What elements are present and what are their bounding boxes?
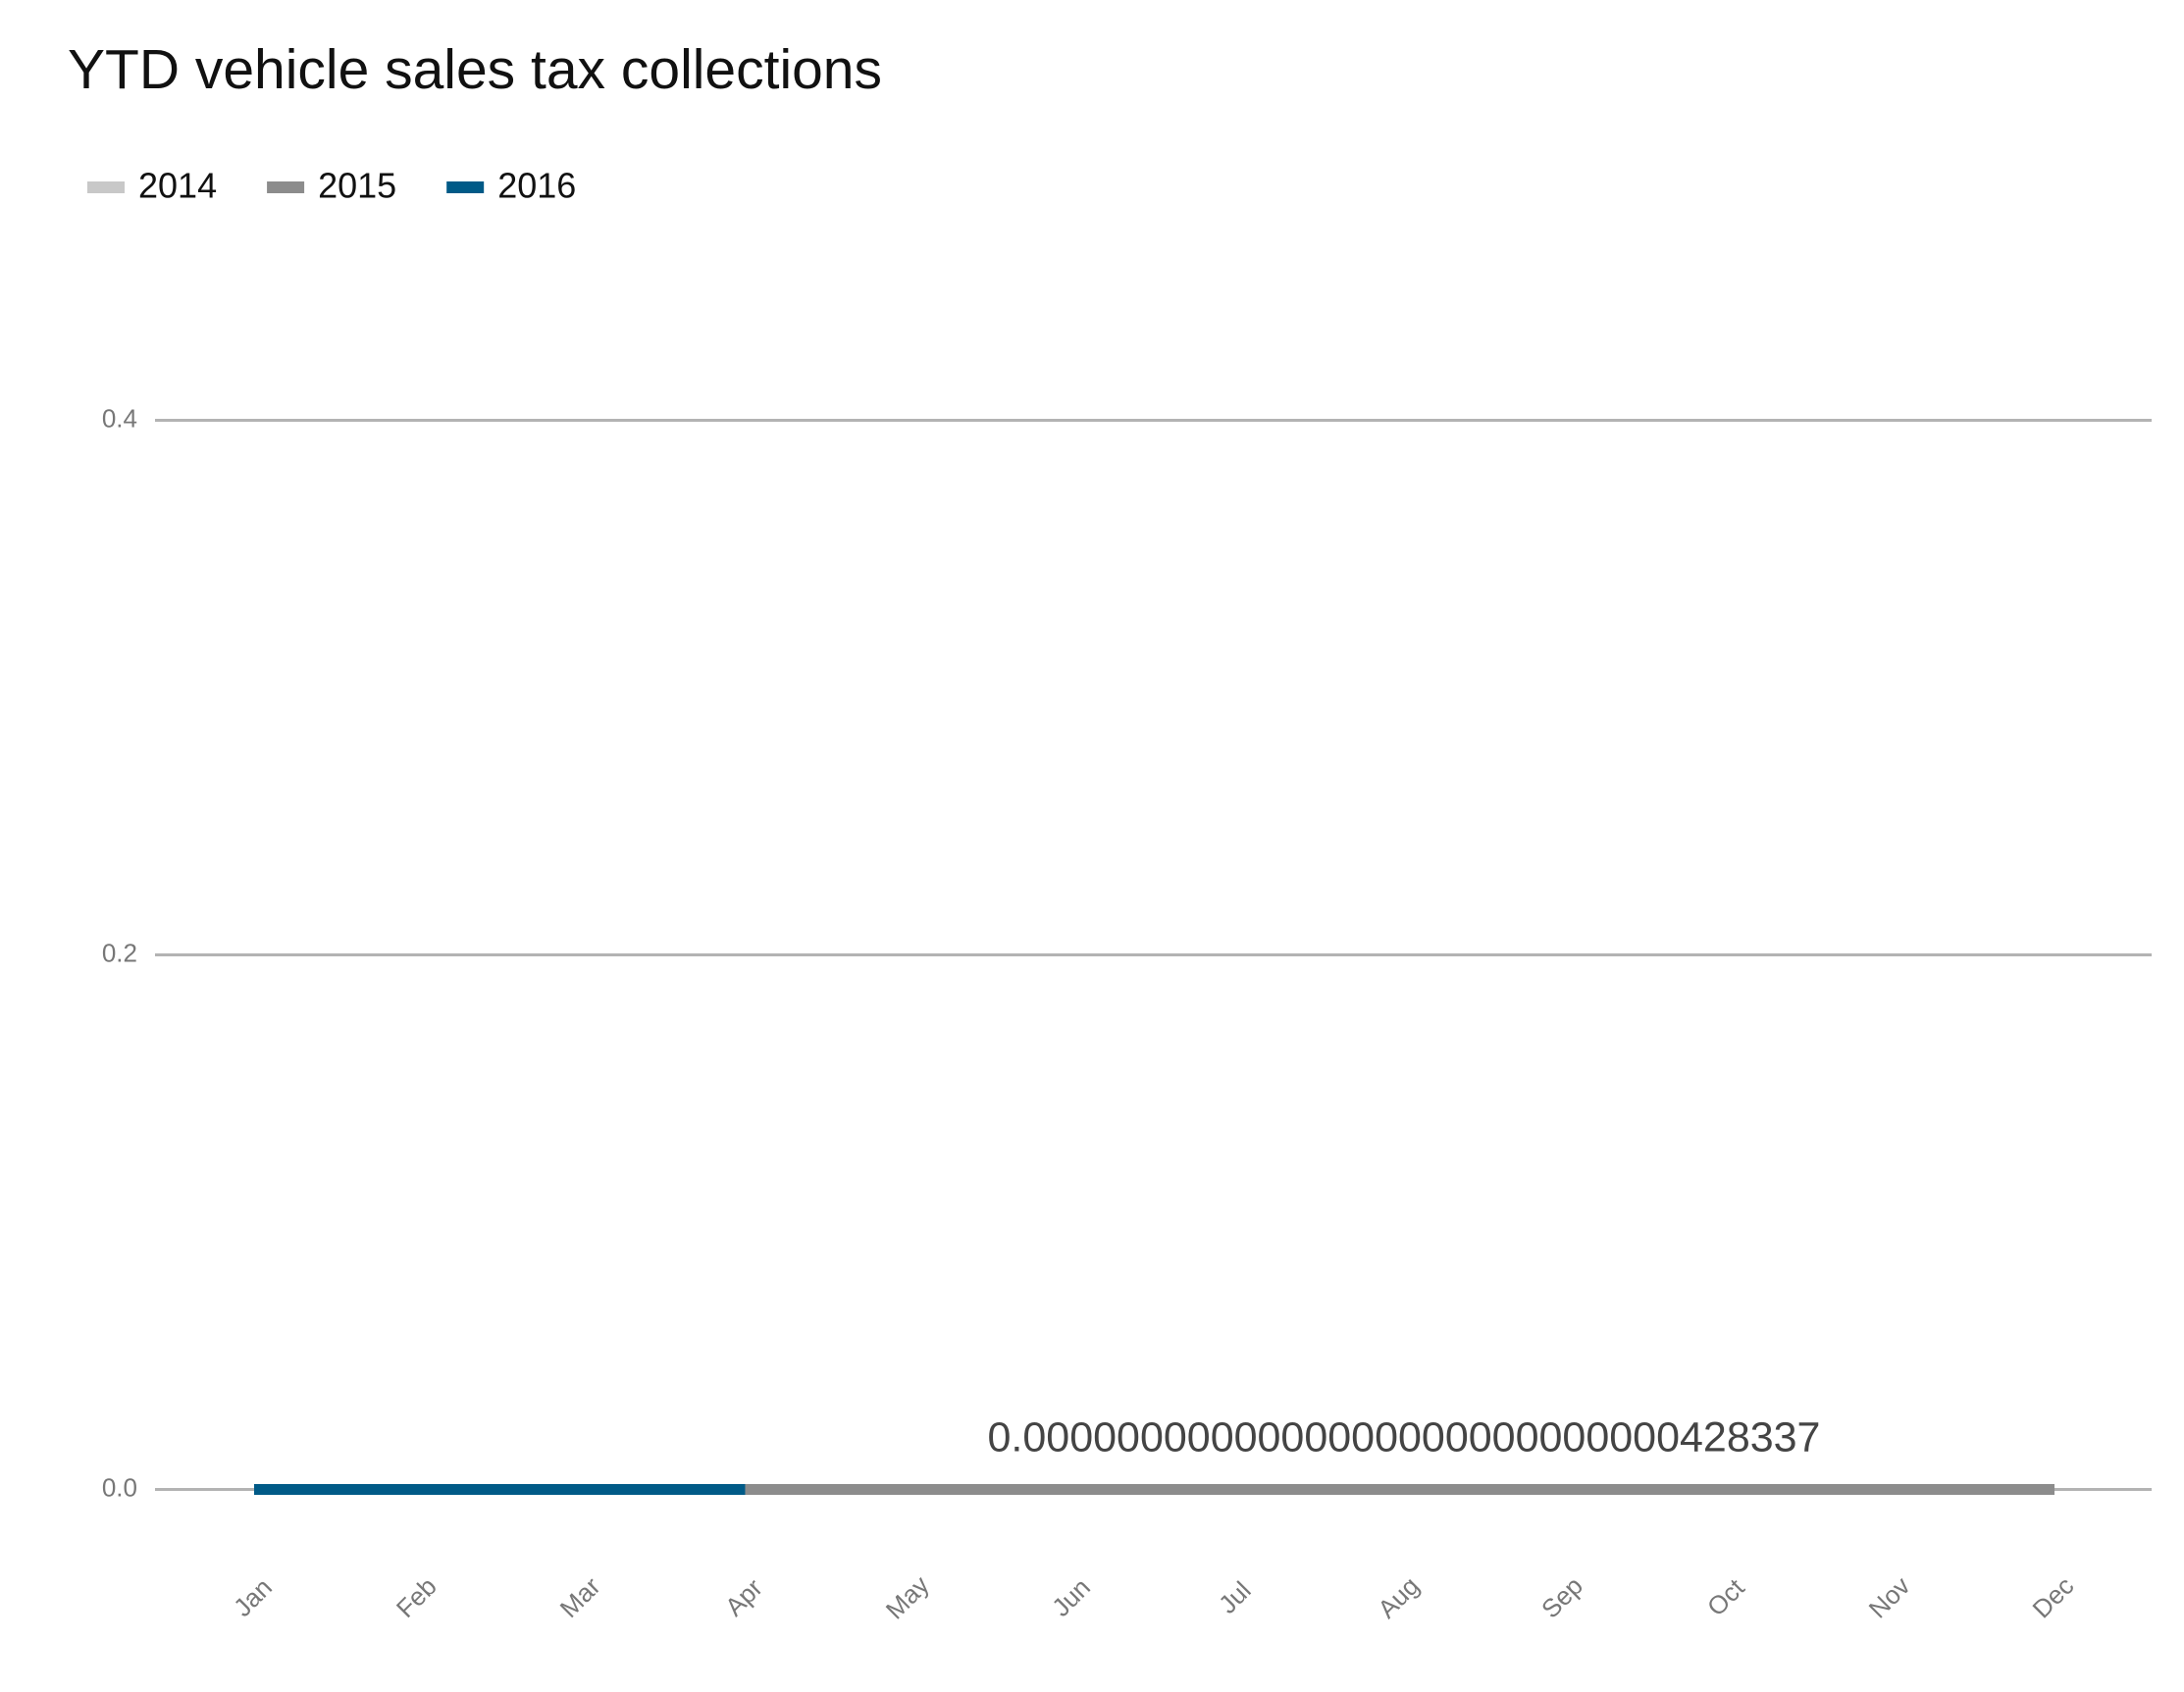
x-tick-label: Aug [1372, 1571, 1425, 1624]
x-tick-label: Apr [719, 1572, 768, 1621]
y-tick-label: 0.2 [102, 938, 137, 967]
x-tick-label: Oct [1701, 1572, 1750, 1621]
x-tick-label: Jul [1213, 1575, 1257, 1619]
legend-swatch [446, 181, 485, 193]
x-tick-label: Jun [1046, 1572, 1096, 1622]
legend-swatch [267, 181, 305, 193]
x-tick-label: Jan [228, 1572, 278, 1622]
x-tick-label: Nov [1863, 1571, 1916, 1624]
chart-title: YTD vehicle sales tax collections [68, 38, 882, 101]
x-tick-label: Sep [1535, 1571, 1588, 1624]
legend-swatch [87, 181, 125, 193]
legend-label: 2016 [497, 166, 576, 206]
legend-label: 2015 [318, 166, 396, 206]
legend-label: 2014 [138, 166, 217, 206]
x-tick-label: Dec [2027, 1571, 2080, 1624]
x-tick-label: Feb [390, 1571, 442, 1623]
x-tick-label: May [880, 1570, 935, 1625]
y-tick-label: 0.0 [102, 1472, 137, 1502]
x-tick-label: Mar [554, 1571, 606, 1623]
annotation: 0.0000000000000000000000000000428337 [988, 1413, 1821, 1461]
y-tick-label: 0.4 [102, 403, 137, 433]
